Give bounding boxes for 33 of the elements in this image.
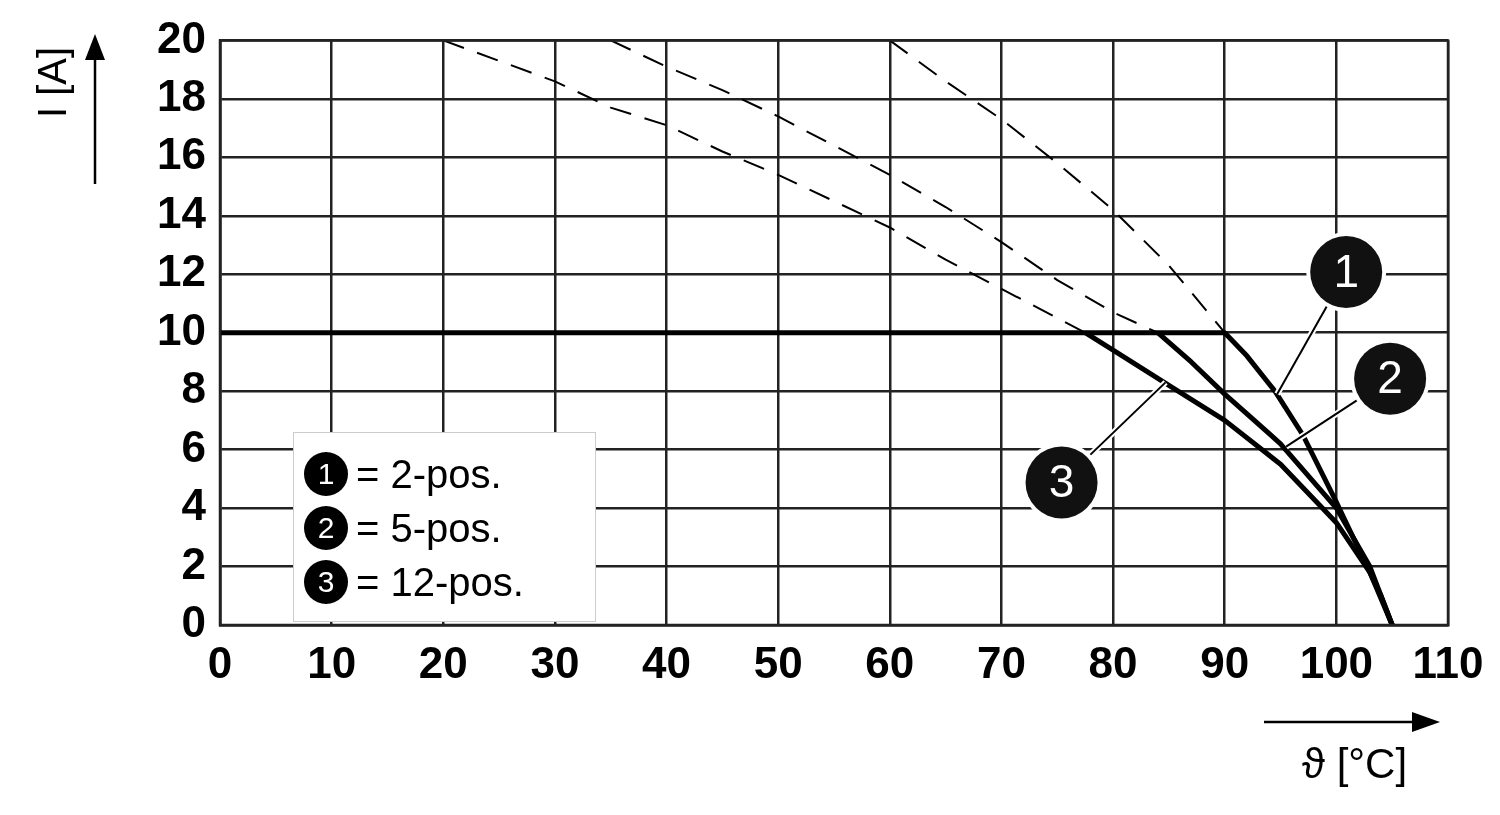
annotation: 3 <box>1048 455 1075 508</box>
x-axis-title: ϑ [°C] <box>1302 740 1408 788</box>
legend-label: = 5-pos. <box>356 505 502 551</box>
x-tick-label: 30 <box>530 637 580 687</box>
x-tick-label: 50 <box>753 637 803 687</box>
annotation: 2 <box>1377 351 1403 404</box>
y-tick-label: 4 <box>181 480 207 530</box>
y-tick-label: 10 <box>157 304 206 354</box>
y-tick-label: 16 <box>157 129 206 179</box>
x-tick-label: 90 <box>1200 637 1250 687</box>
x-tick-label: 60 <box>865 637 915 687</box>
legend-marker: 3 <box>304 560 348 604</box>
y-axis-title: I [A] <box>30 46 75 118</box>
x-tick-label: 20 <box>418 637 468 687</box>
x-tick-label: 10 <box>307 637 357 687</box>
x-tick-label: 40 <box>642 637 692 687</box>
y-tick-label: 6 <box>181 421 206 471</box>
annotation: 1 <box>1333 244 1359 297</box>
y-tick-label: 0 <box>181 597 206 647</box>
legend-marker: 1 <box>304 452 348 496</box>
legend-marker: 2 <box>304 506 348 550</box>
x-tick-label: 100 <box>1299 637 1374 687</box>
y-tick-label: 2 <box>181 538 206 588</box>
legend-label: = 12-pos. <box>356 559 524 605</box>
y-tick-label: 12 <box>157 246 206 296</box>
x-tick-label: 70 <box>976 637 1026 687</box>
y-tick-label: 8 <box>181 363 206 413</box>
y-tick-label: 20 <box>157 12 206 62</box>
y-tick-label: 14 <box>157 187 207 237</box>
y-tick-label: 18 <box>157 71 206 120</box>
x-tick-label: 80 <box>1088 637 1138 687</box>
legend-label: = 2-pos. <box>356 451 502 497</box>
x-tick-label: 110 <box>1412 637 1484 687</box>
